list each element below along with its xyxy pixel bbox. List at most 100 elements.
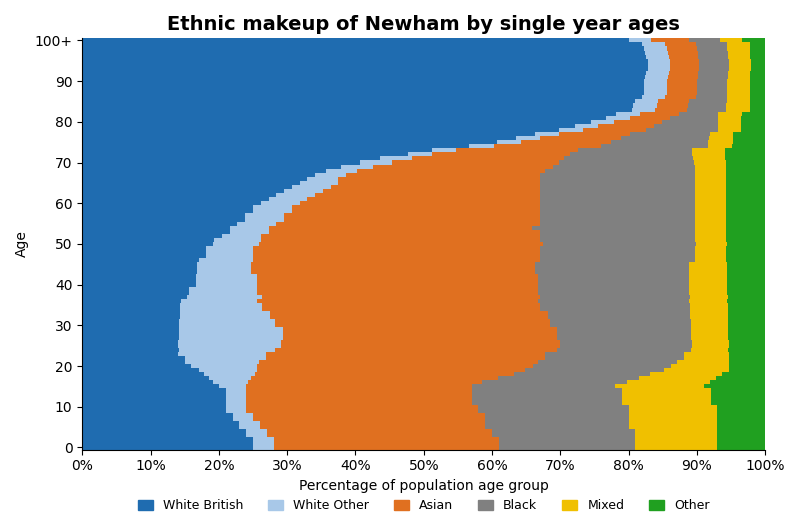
Bar (742, 112, 766, 115)
Bar (538, 287, 690, 291)
Bar (695, 254, 726, 258)
Bar (726, 103, 750, 107)
Bar (718, 425, 766, 429)
Bar (540, 307, 690, 311)
Bar (727, 46, 750, 51)
Bar (540, 177, 695, 181)
Bar (82, 368, 198, 372)
Bar (82, 83, 644, 87)
Bar (690, 299, 727, 303)
Bar (666, 43, 696, 46)
Bar (690, 303, 728, 307)
Bar (685, 356, 729, 360)
Bar (185, 360, 258, 364)
Bar (266, 352, 545, 356)
Bar (82, 275, 196, 279)
Bar (253, 258, 540, 262)
Bar (629, 421, 718, 425)
Bar (729, 364, 766, 368)
Bar (392, 161, 558, 164)
Bar (257, 291, 538, 295)
Bar (516, 136, 540, 140)
Bar (670, 67, 699, 71)
Bar (722, 372, 766, 376)
Bar (253, 205, 292, 209)
Bar (695, 185, 726, 189)
Bar (253, 254, 540, 258)
Bar (253, 246, 540, 250)
Bar (726, 218, 766, 221)
Bar (690, 275, 727, 279)
Bar (689, 267, 727, 270)
Bar (708, 140, 733, 144)
Bar (728, 51, 750, 55)
Bar (727, 87, 750, 92)
Bar (606, 115, 630, 120)
Bar (82, 107, 632, 112)
Bar (330, 185, 540, 189)
Bar (634, 99, 658, 103)
Bar (82, 209, 253, 213)
Bar (690, 291, 727, 295)
Bar (545, 356, 685, 360)
Bar (720, 38, 742, 43)
Bar (695, 258, 726, 262)
Bar (82, 364, 191, 368)
Bar (710, 388, 766, 393)
Bar (82, 201, 261, 205)
Bar (728, 336, 766, 339)
Bar (726, 246, 766, 250)
Bar (727, 95, 750, 99)
Bar (670, 59, 699, 63)
Bar (726, 213, 766, 218)
Bar (486, 425, 629, 429)
Bar (750, 92, 766, 95)
Title: Ethnic makeup of Newham by single year ages: Ethnic makeup of Newham by single year a… (167, 15, 680, 34)
Bar (261, 234, 540, 238)
Bar (728, 348, 766, 352)
Bar (729, 356, 766, 360)
Bar (726, 169, 766, 173)
Bar (726, 258, 766, 262)
Bar (632, 107, 655, 112)
Bar (728, 307, 766, 311)
Bar (269, 226, 533, 230)
Bar (726, 164, 766, 169)
Bar (214, 238, 261, 242)
Bar (614, 120, 662, 124)
Bar (499, 442, 635, 445)
Bar (82, 112, 616, 115)
Bar (742, 128, 766, 132)
Bar (189, 287, 257, 291)
Bar (693, 156, 725, 161)
Bar (246, 218, 284, 221)
Bar (282, 331, 558, 336)
Bar (82, 282, 196, 287)
Bar (82, 352, 178, 356)
Bar (499, 437, 635, 442)
Bar (82, 291, 189, 295)
Bar (718, 442, 766, 445)
Bar (728, 295, 766, 299)
Bar (688, 103, 726, 107)
Bar (379, 156, 412, 161)
Bar (206, 254, 253, 258)
Bar (181, 299, 257, 303)
Bar (82, 311, 180, 315)
Bar (533, 226, 695, 230)
Bar (282, 336, 558, 339)
Bar (694, 164, 726, 169)
Bar (246, 393, 471, 396)
Bar (729, 67, 750, 71)
Bar (82, 323, 178, 327)
Bar (692, 339, 729, 344)
Bar (540, 303, 690, 307)
Bar (178, 323, 275, 327)
Bar (610, 140, 708, 144)
Bar (668, 51, 698, 55)
Bar (726, 197, 766, 201)
Bar (270, 315, 547, 319)
Bar (750, 67, 766, 71)
Bar (644, 46, 666, 51)
Bar (540, 136, 621, 140)
